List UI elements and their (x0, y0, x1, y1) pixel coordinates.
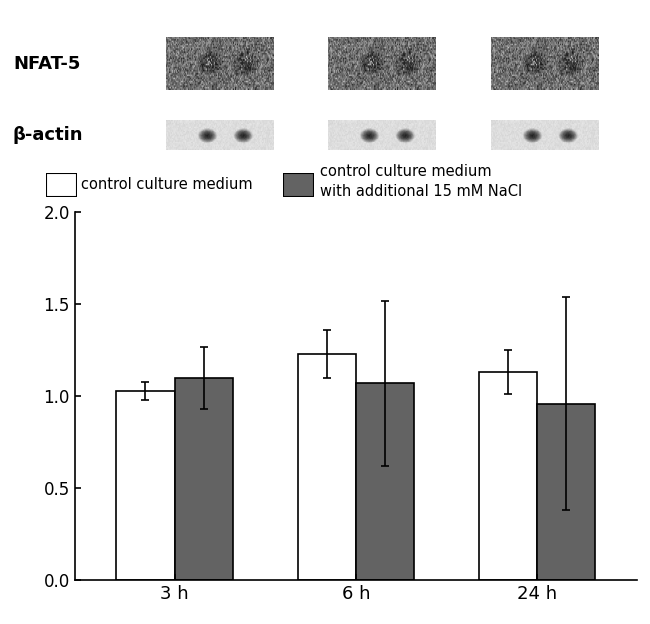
Text: β-actin: β-actin (13, 126, 83, 144)
Bar (116, 391, 174, 580)
Bar (479, 373, 538, 580)
Text: NFAT-5: NFAT-5 (13, 55, 81, 73)
Bar (538, 404, 595, 580)
Text: control culture medium
with additional 15 mM NaCl: control culture medium with additional 1… (320, 163, 522, 198)
Text: control culture medium: control culture medium (81, 177, 253, 192)
Bar (174, 378, 233, 580)
Bar (356, 383, 414, 580)
Bar (298, 354, 356, 580)
